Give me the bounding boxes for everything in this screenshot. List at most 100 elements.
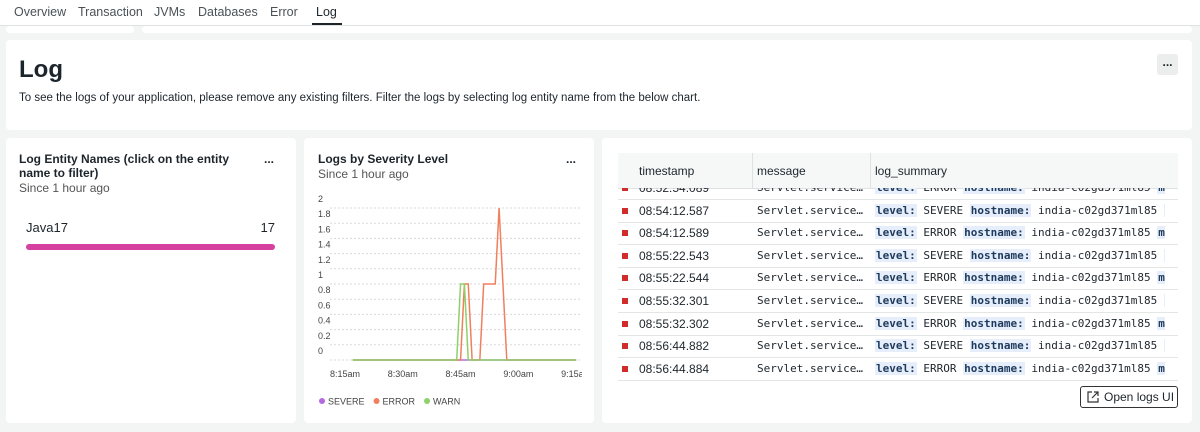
menu-button[interactable]: ... [566, 152, 577, 166]
timestamp: 08:55:32.301 [639, 294, 710, 308]
column-header[interactable]: timestamp [639, 164, 695, 178]
entity-bar[interactable] [26, 244, 275, 250]
message: Servlet.service… [757, 226, 863, 240]
summary-hostname: india-c02gd371ml85 [1037, 248, 1158, 262]
summary-hostname: india-c02gd371ml85 [1031, 271, 1151, 285]
x-tick-label: 9:00am [503, 369, 533, 379]
table-row: 08:54:12.589 Servlet.service… level: ERROR… [618, 222, 1178, 246]
summary-key: level: [875, 203, 917, 217]
menu-button[interactable]: ... [264, 152, 275, 166]
table-row: 08:56:44.884 Servlet.service… level: ERROR… [618, 358, 1178, 381]
message: Servlet.service… [757, 316, 863, 330]
tab-bar: Overview Transaction JVMs Databases Error Log [0, 0, 1200, 26]
log-summary: level: SEVERE hostname: india-c02gd371ml… [875, 294, 1165, 307]
legend-label: SEVERE [328, 397, 365, 407]
summary-level: ERROR [923, 226, 957, 240]
error-marker [622, 365, 628, 372]
timestamp: 08:55:22.543 [639, 248, 710, 263]
panel-title: Log Entity Names (click on the entity na… [19, 152, 230, 180]
log-summary: level: ERROR hostname: india-c02gd371ml8… [875, 188, 1165, 194]
y-tick-label: 1.4 [318, 240, 331, 250]
summary-key: m… [1157, 271, 1165, 285]
tab[interactable]: Error [270, 5, 298, 19]
entity-card: Log Entity Names (click on the entity na… [6, 138, 296, 423]
table-header: timestamp message log_summary [618, 153, 1178, 189]
legend-swatch [373, 398, 380, 404]
summary-key: level: [875, 188, 917, 194]
summary-key: m… [1163, 248, 1165, 262]
summary-hostname: india-c02gd371ml85 [1037, 294, 1158, 307]
summary-key: hostname: [969, 294, 1032, 307]
error-marker [622, 343, 628, 350]
summary-key: m… [1163, 203, 1165, 217]
timestamp: 08:55:22.544 [639, 271, 710, 286]
summary-level: SEVERE [923, 248, 964, 262]
x-tick-label: 8:30am [388, 369, 418, 379]
tab[interactable]: Overview [14, 5, 67, 19]
summary-key: hostname: [969, 248, 1032, 262]
chart-title: Logs by Severity Level [318, 152, 449, 166]
summary-key: hostname: [963, 188, 1025, 194]
log-summary: level: ERROR hostname: india-c02gd371ml8… [875, 361, 1165, 375]
timestamp: 08:56:44.882 [639, 339, 710, 354]
y-tick-label: 0.2 [318, 331, 331, 341]
menu-button[interactable]: ... [1157, 54, 1178, 75]
summary-key: hostname: [963, 226, 1025, 240]
summary-key: level: [875, 226, 917, 240]
error-marker [622, 207, 628, 214]
error-marker [622, 298, 628, 304]
table-card: timestamp message log_summary 08:52:54.089… [602, 138, 1192, 423]
summary-key: m… [1163, 294, 1165, 307]
tab[interactable]: Log [316, 5, 337, 19]
external-icon [1087, 391, 1099, 403]
summary-key: m… [1163, 339, 1165, 353]
summary-key: level: [875, 339, 917, 353]
table-row: 08:55:22.544 Servlet.service… level: ERROR… [618, 267, 1178, 291]
legend-swatch [424, 398, 431, 404]
legend-swatch [319, 398, 325, 404]
legend-label: WARN [433, 397, 460, 407]
table-body: 08:52:54.089 Servlet.service… level: ERROR… [618, 188, 1178, 381]
summary-hostname: india-c02gd371ml85 [1031, 361, 1151, 375]
summary-level: SEVERE [923, 294, 964, 307]
timestamp: 08:56:44.884 [639, 361, 710, 376]
entity-value: 17 [260, 220, 275, 235]
summary-key: hostname: [963, 361, 1025, 375]
tab[interactable]: Databases [198, 5, 258, 19]
log-summary: level: ERROR hostname: india-c02gd371ml8… [875, 226, 1165, 240]
log-summary: level: ERROR hostname: india-c02gd371ml8… [875, 271, 1165, 285]
series-line [352, 283, 577, 361]
summary-key: m… [1157, 226, 1165, 240]
chart: 00.20.40.60.811.21.41.61.828:15am 8:30am 8… [318, 194, 591, 407]
column-header[interactable]: message [757, 164, 806, 178]
table-row: 08:55:22.543 Servlet.service… level: SEVER… [618, 245, 1178, 268]
summary-hostname: india-c02gd371ml85 [1037, 203, 1158, 217]
summary-level: SEVERE [923, 339, 964, 353]
error-marker [622, 188, 628, 191]
summary-hostname: india-c02gd371ml85 [1031, 226, 1151, 240]
column-divider [870, 153, 871, 188]
tab[interactable]: Transaction [78, 5, 143, 19]
table-row: 08:55:32.301 Servlet.service… level: SEVER… [618, 290, 1178, 313]
log-summary: level: ERROR hostname: india-c02gd371ml8… [875, 316, 1165, 330]
message: Servlet.service… [757, 361, 863, 375]
entity-name[interactable]: Java17 [26, 220, 68, 235]
column-header[interactable]: log_summary [875, 164, 948, 178]
message: Servlet.service… [757, 339, 863, 353]
open-logs-button[interactable]: Open logs UI [1080, 386, 1178, 408]
message: Servlet.service… [757, 248, 863, 262]
log-summary: level: SEVERE hostname: india-c02gd371ml… [875, 203, 1165, 217]
tab[interactable]: JVMs [154, 5, 186, 19]
log-summary: level: SEVERE hostname: india-c02gd371ml… [875, 339, 1165, 353]
y-tick-label: 0.6 [318, 300, 331, 310]
summary-key: hostname: [963, 271, 1025, 285]
summary-key: hostname: [969, 203, 1032, 217]
page-title: Log [19, 56, 63, 83]
x-tick-label: 9:15am [561, 369, 591, 379]
header-card: Log To see the logs of your application,… [6, 40, 1192, 130]
error-marker [622, 252, 628, 259]
summary-level: ERROR [923, 271, 957, 285]
x-tick-label: 8:45am [446, 369, 476, 379]
